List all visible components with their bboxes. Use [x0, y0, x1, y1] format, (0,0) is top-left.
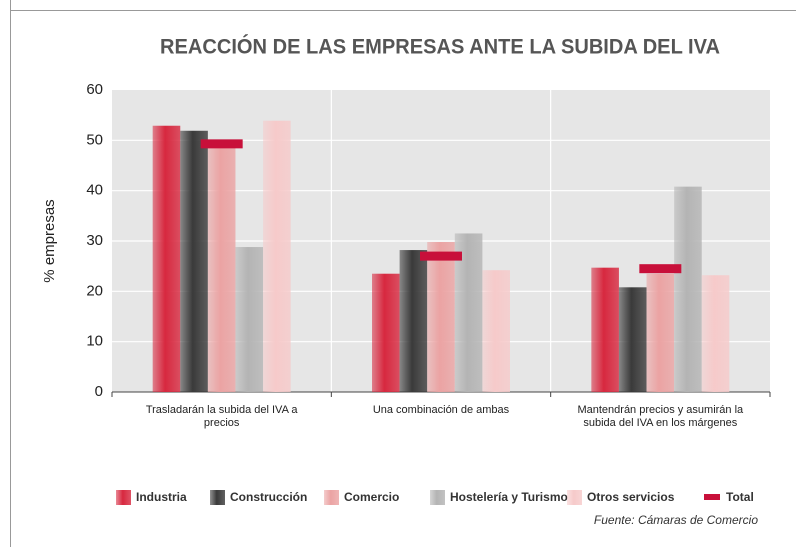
legend-label: Hostelería y Turismo: [450, 490, 568, 504]
bar: [263, 120, 291, 392]
bar: [152, 125, 181, 392]
legend-swatch: [567, 490, 582, 505]
x-tick-label: Trasladarán la subida del IVA a precios: [145, 404, 298, 429]
legend-swatch: [210, 490, 225, 505]
bar: [646, 273, 675, 392]
legend-swatch: [704, 494, 720, 500]
legend-label: Construcción: [230, 490, 307, 504]
bar: [618, 287, 647, 392]
bar: [674, 186, 702, 392]
x-tick-label: Mantendrán precios y asumirán la subida …: [577, 404, 744, 429]
y-tick-label: 0: [95, 383, 103, 400]
chart-title: REACCIÓN DE LAS EMPRESAS ANTE LA SUBIDA …: [160, 35, 720, 59]
legend-label: Industria: [136, 490, 187, 504]
bar: [591, 267, 619, 392]
x-tick-label: Una combinación de ambas: [372, 404, 510, 416]
y-tick-label: 40: [86, 182, 103, 199]
total-marker: [200, 139, 243, 149]
total-marker: [420, 251, 462, 261]
bar: [427, 242, 455, 392]
legend-label: Otros servicios: [587, 490, 675, 504]
legend-swatch: [116, 490, 131, 505]
legend-swatch: [430, 490, 445, 505]
legend-label: Total: [726, 490, 754, 504]
bar: [701, 275, 730, 392]
x-tick-label-box: Mantendrán precios y asumirán la subida …: [577, 404, 744, 429]
y-tick-label: 30: [86, 232, 103, 249]
bar: [207, 147, 236, 392]
bar: [235, 247, 264, 392]
source: Fuente: Cámaras de Comercio: [594, 513, 758, 527]
bar: [399, 250, 428, 392]
x-tick-label-box: Trasladarán la subida del IVA a precios: [145, 404, 298, 429]
y-tick-label: 60: [86, 81, 103, 98]
y-tick-label: 50: [86, 131, 103, 148]
bar: [482, 270, 510, 392]
bar: [372, 273, 400, 392]
legend-label: Comercio: [344, 490, 399, 504]
legend-swatch: [324, 490, 339, 505]
total-marker: [639, 264, 682, 274]
y-tick-label: 10: [86, 333, 103, 350]
bar: [180, 130, 208, 392]
y-tick-label: 20: [86, 282, 103, 299]
x-tick-label-box: Una combinación de ambas: [372, 404, 510, 416]
y-axis-label: % empresas: [41, 199, 58, 282]
